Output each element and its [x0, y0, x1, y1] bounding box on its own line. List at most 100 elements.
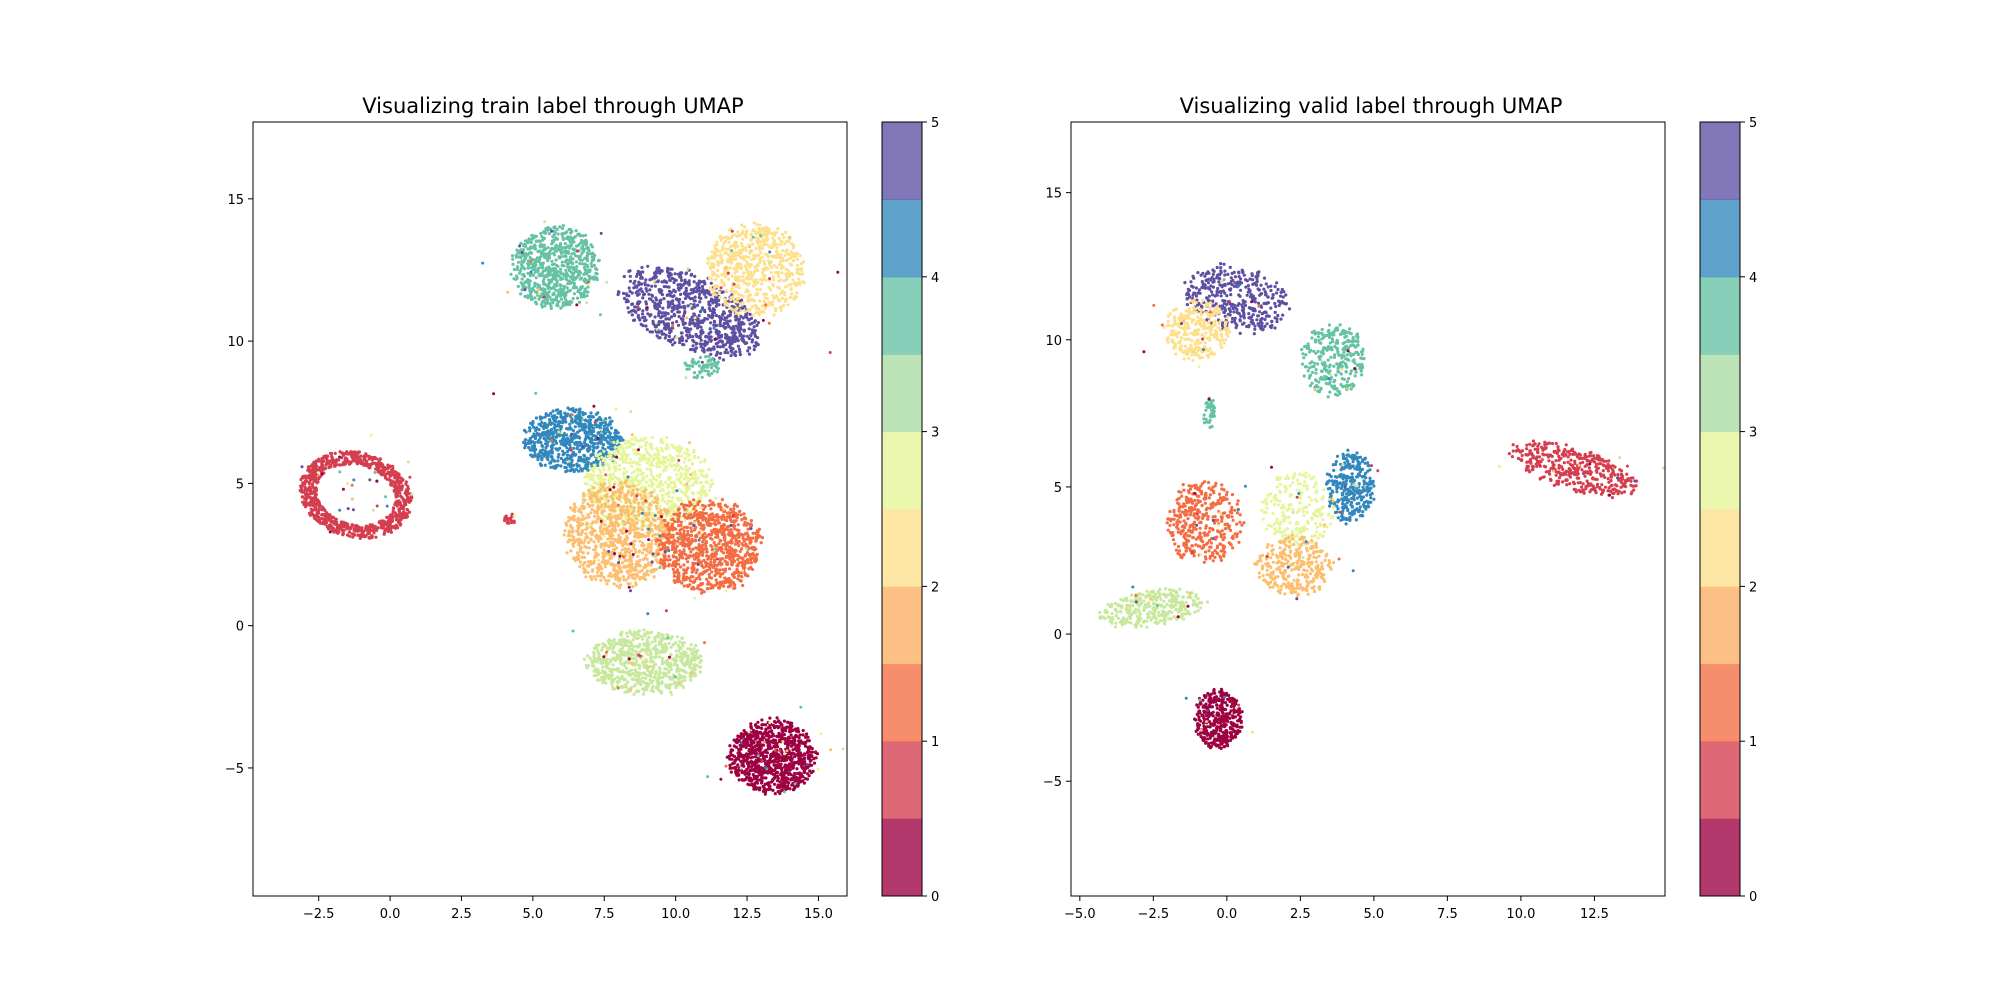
scatter-point: [303, 480, 307, 484]
scatter-point: [582, 247, 586, 251]
scatter-point: [319, 521, 323, 525]
scatter-point: [682, 343, 686, 347]
scatter-point: [751, 313, 755, 317]
scatter-point: [650, 277, 654, 281]
scatter-point: [547, 281, 551, 285]
scatter-point: [564, 254, 568, 259]
scatter-point: [391, 464, 395, 468]
scatter-point: [400, 488, 404, 492]
scatter-point: [634, 452, 638, 456]
scatter-point: [658, 473, 663, 477]
scatter-point: [737, 347, 742, 351]
scatter-point: [523, 239, 528, 243]
scatter-point: [532, 265, 536, 269]
scatter-point: [544, 231, 548, 235]
scatter-point: [752, 270, 756, 274]
scatter-point: [671, 299, 675, 303]
scatter-point: [697, 286, 701, 290]
scatter-point: [588, 504, 592, 508]
scatter-point: [709, 255, 714, 259]
scatter-point: [754, 311, 758, 315]
scatter-point: [706, 481, 710, 485]
scatter-point: [573, 425, 577, 429]
scatter-point: [553, 245, 557, 249]
scatter-point: [406, 484, 410, 488]
scatter-point: [676, 323, 681, 327]
scatter-point: [736, 262, 740, 266]
scatter-point: [608, 416, 612, 420]
scatter-point: [329, 451, 334, 456]
scatter-point: [694, 332, 698, 337]
scatter-point: [526, 266, 530, 270]
scatter-point: [585, 263, 589, 267]
scatter-point: [742, 279, 746, 283]
scatter-point: [523, 243, 527, 247]
scatter-point: [680, 317, 684, 321]
scatter-point: [708, 286, 713, 290]
scatter-point: [775, 270, 779, 275]
scatter-point: [709, 281, 713, 285]
scatter-point: [645, 450, 649, 454]
scatter-point: [560, 277, 564, 281]
scatter-point: [709, 335, 713, 339]
scatter-point: [704, 335, 708, 339]
scatter-point: [553, 283, 557, 287]
scatter-point: [307, 476, 311, 480]
scatter-point: [587, 274, 591, 278]
scatter-point: [391, 473, 395, 477]
scatter-point: [546, 435, 550, 439]
scatter-point: [604, 423, 608, 427]
scatter-point: [554, 298, 559, 302]
scatter-point: [690, 297, 694, 301]
scatter-point: [533, 296, 537, 300]
scatter-point: [693, 323, 697, 327]
scatter-point: [582, 295, 586, 299]
scatter-point: [723, 321, 727, 325]
scatter-point: [728, 266, 732, 270]
scatter-point: [662, 322, 667, 326]
scatter-point: [313, 495, 317, 499]
scatter-point: [637, 501, 641, 505]
scatter-point: [575, 265, 579, 269]
scatter-point: [523, 294, 527, 299]
scatter-point: [517, 255, 521, 259]
scatter-point: [602, 449, 606, 453]
scatter-point: [393, 525, 397, 529]
scatter-point: [571, 238, 575, 242]
scatter-point: [551, 299, 555, 303]
scatter-point: [756, 280, 760, 284]
scatter-point: [713, 361, 717, 365]
scatter-point: [702, 492, 707, 496]
scatter-point: [762, 259, 766, 263]
scatter-point: [341, 463, 345, 467]
scatter-point: [401, 478, 405, 482]
scatter-point: [509, 272, 513, 276]
scatter-point: [591, 444, 595, 448]
scatter-point: [686, 336, 690, 340]
scatter-point: [748, 322, 752, 326]
scatter-point: [553, 225, 557, 230]
scatter-point: [402, 498, 406, 503]
scatter-point: [791, 278, 795, 282]
scatter-point: [590, 259, 594, 263]
scatter-point: [310, 510, 314, 514]
scatter-point: [721, 358, 726, 362]
scatter-point: [637, 550, 641, 554]
scatter-point: [507, 521, 511, 525]
scatter-point: [400, 512, 404, 516]
scatter-point: [717, 315, 721, 319]
scatter-point: [553, 459, 557, 463]
scatter-point: [729, 306, 733, 311]
scatter-point: [317, 504, 321, 508]
scatter-point: [762, 299, 766, 303]
scatter-point: [309, 496, 313, 500]
scatter-point: [591, 441, 596, 445]
scatter-point: [556, 304, 560, 308]
scatter-point: [575, 462, 579, 466]
scatter-point: [758, 223, 762, 227]
scatter-point: [667, 317, 672, 321]
scatter-point: [671, 506, 675, 510]
scatter-point: [526, 271, 530, 275]
scatter-point: [671, 490, 675, 494]
scatter-point: [598, 421, 602, 425]
